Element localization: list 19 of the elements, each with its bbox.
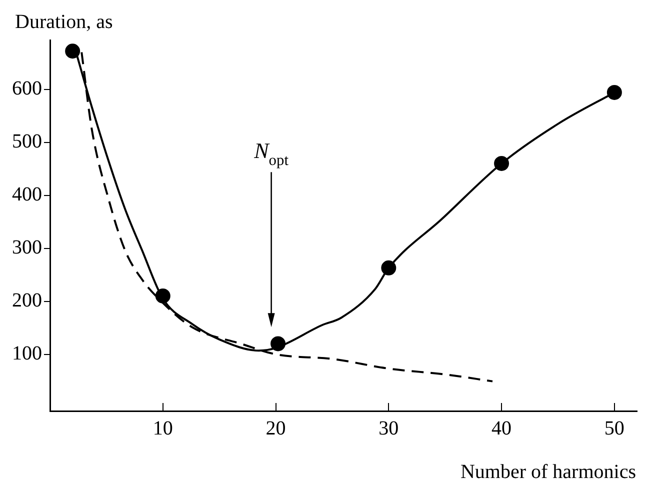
x-tick-label: 30: [378, 417, 399, 440]
x-tick-label: 50: [604, 417, 624, 440]
y-tick-label: 500: [12, 130, 42, 153]
x-axis-title: Number of harmonics: [460, 461, 636, 483]
y-tick-label: 400: [12, 184, 42, 206]
y-tick-label: 100: [12, 342, 42, 365]
point: [270, 336, 286, 352]
point: [381, 260, 396, 276]
point: [606, 84, 622, 100]
y-tick-label: 600: [12, 78, 42, 100]
x-tick-label: 10: [152, 417, 173, 440]
y-tick-label: 200: [12, 290, 42, 312]
point: [155, 288, 170, 304]
point: [65, 44, 80, 59]
x-tick-label: 20: [266, 417, 286, 440]
y-tick-label: 300: [12, 236, 42, 259]
x-tick-label: 40: [492, 417, 512, 440]
point: [494, 156, 510, 171]
y-axis-title: Duration, as: [15, 11, 113, 33]
